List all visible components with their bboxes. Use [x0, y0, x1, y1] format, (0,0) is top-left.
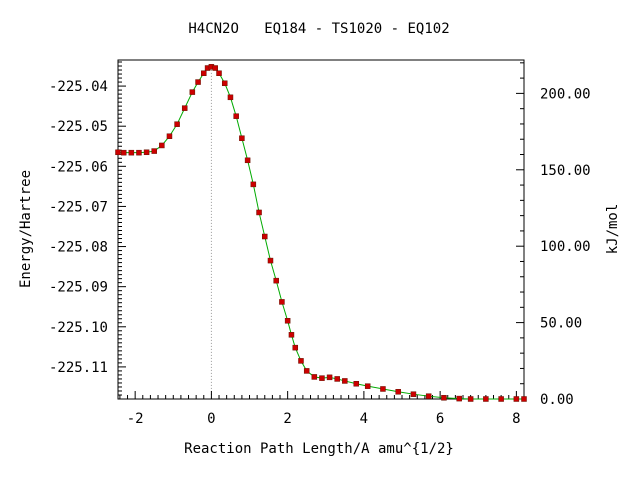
data-point: [233, 113, 239, 119]
y-axis-label: Energy/Hartree: [18, 170, 34, 288]
x-tick-label: 6: [436, 411, 444, 427]
y-tick-label: -225.05: [49, 119, 108, 135]
data-point: [521, 396, 527, 402]
data-point: [120, 149, 127, 156]
data-point: [410, 391, 417, 397]
data-point: [212, 65, 218, 71]
x-tick-label: -2: [127, 411, 144, 427]
data-point: [174, 121, 180, 127]
data-point: [181, 105, 188, 111]
data-point: [513, 396, 520, 402]
data-point: [201, 70, 207, 76]
data-point: [467, 396, 474, 402]
data-point: [342, 378, 348, 384]
data-point: [136, 149, 142, 156]
y-tick-label: -225.04: [49, 79, 108, 95]
data-point: [334, 376, 340, 382]
data-point: [250, 181, 257, 188]
data-point: [364, 383, 371, 389]
chart-title: H4CN2O EQ184 - TS1020 - EQ102: [188, 21, 449, 37]
data-point: [292, 344, 299, 351]
y2-tick-label: 50.00: [540, 316, 582, 332]
data-point: [353, 381, 360, 387]
y-tick-label: -225.07: [49, 199, 108, 215]
y-tick-label: -225.08: [49, 240, 108, 256]
data-point: [115, 149, 121, 156]
y2-tick-label: 150.00: [540, 163, 591, 179]
y2-tick-label: 0.00: [540, 392, 574, 408]
x-tick-label: 4: [360, 411, 368, 427]
data-point: [279, 299, 285, 305]
data-point: [189, 89, 196, 95]
data-point: [244, 157, 251, 164]
data-point: [483, 396, 489, 402]
data-point: [303, 368, 310, 374]
data-point: [288, 332, 295, 338]
energy-curve-markers: [115, 64, 527, 402]
data-point: [267, 257, 274, 264]
data-point: [425, 393, 432, 399]
data-point: [128, 149, 135, 156]
y2-tick-label: 200.00: [540, 86, 591, 102]
data-point: [380, 386, 386, 392]
data-point: [298, 358, 304, 364]
energy-curve-line: [117, 66, 524, 400]
data-point: [273, 277, 279, 284]
y-tick-label: -225.11: [49, 360, 108, 376]
y2-tick-label: 100.00: [540, 239, 591, 255]
data-point: [284, 318, 291, 324]
data-point: [395, 389, 401, 395]
y-axis-right: 200.00 150.00 100.00 50.00 0.00: [516, 62, 591, 408]
x-axis: -2 0 2 4 6 8: [119, 391, 525, 427]
data-point: [143, 149, 150, 156]
y-tick-label: -225.09: [49, 280, 108, 296]
data-point: [326, 374, 333, 381]
y2-axis-label: kJ/mol: [605, 204, 621, 255]
x-axis-label: Reaction Path Length/A amu^{1/2}: [184, 441, 454, 457]
data-point: [319, 375, 325, 381]
data-point: [256, 209, 262, 216]
y-tick-label: -225.10: [49, 320, 108, 336]
data-point: [456, 395, 462, 402]
data-point: [441, 395, 447, 401]
data-point: [159, 142, 165, 149]
data-point: [262, 233, 268, 240]
data-point: [498, 396, 504, 402]
data-point: [151, 148, 157, 154]
data-point: [239, 135, 245, 141]
data-point: [195, 79, 201, 85]
data-point: [216, 70, 222, 76]
data-point: [221, 80, 228, 87]
x-tick-label: 0: [207, 411, 215, 427]
x-tick-label: 2: [283, 411, 291, 427]
data-point: [166, 133, 173, 139]
plot-frame: [117, 59, 525, 400]
x-tick-label: 8: [512, 411, 520, 427]
y-tick-label: -225.06: [49, 159, 108, 175]
data-point: [311, 374, 318, 380]
y-axis-left: -225.04 -225.05 -225.06 -225.07 -225.08 -225.…: [49, 61, 126, 400]
data-point: [227, 94, 234, 101]
